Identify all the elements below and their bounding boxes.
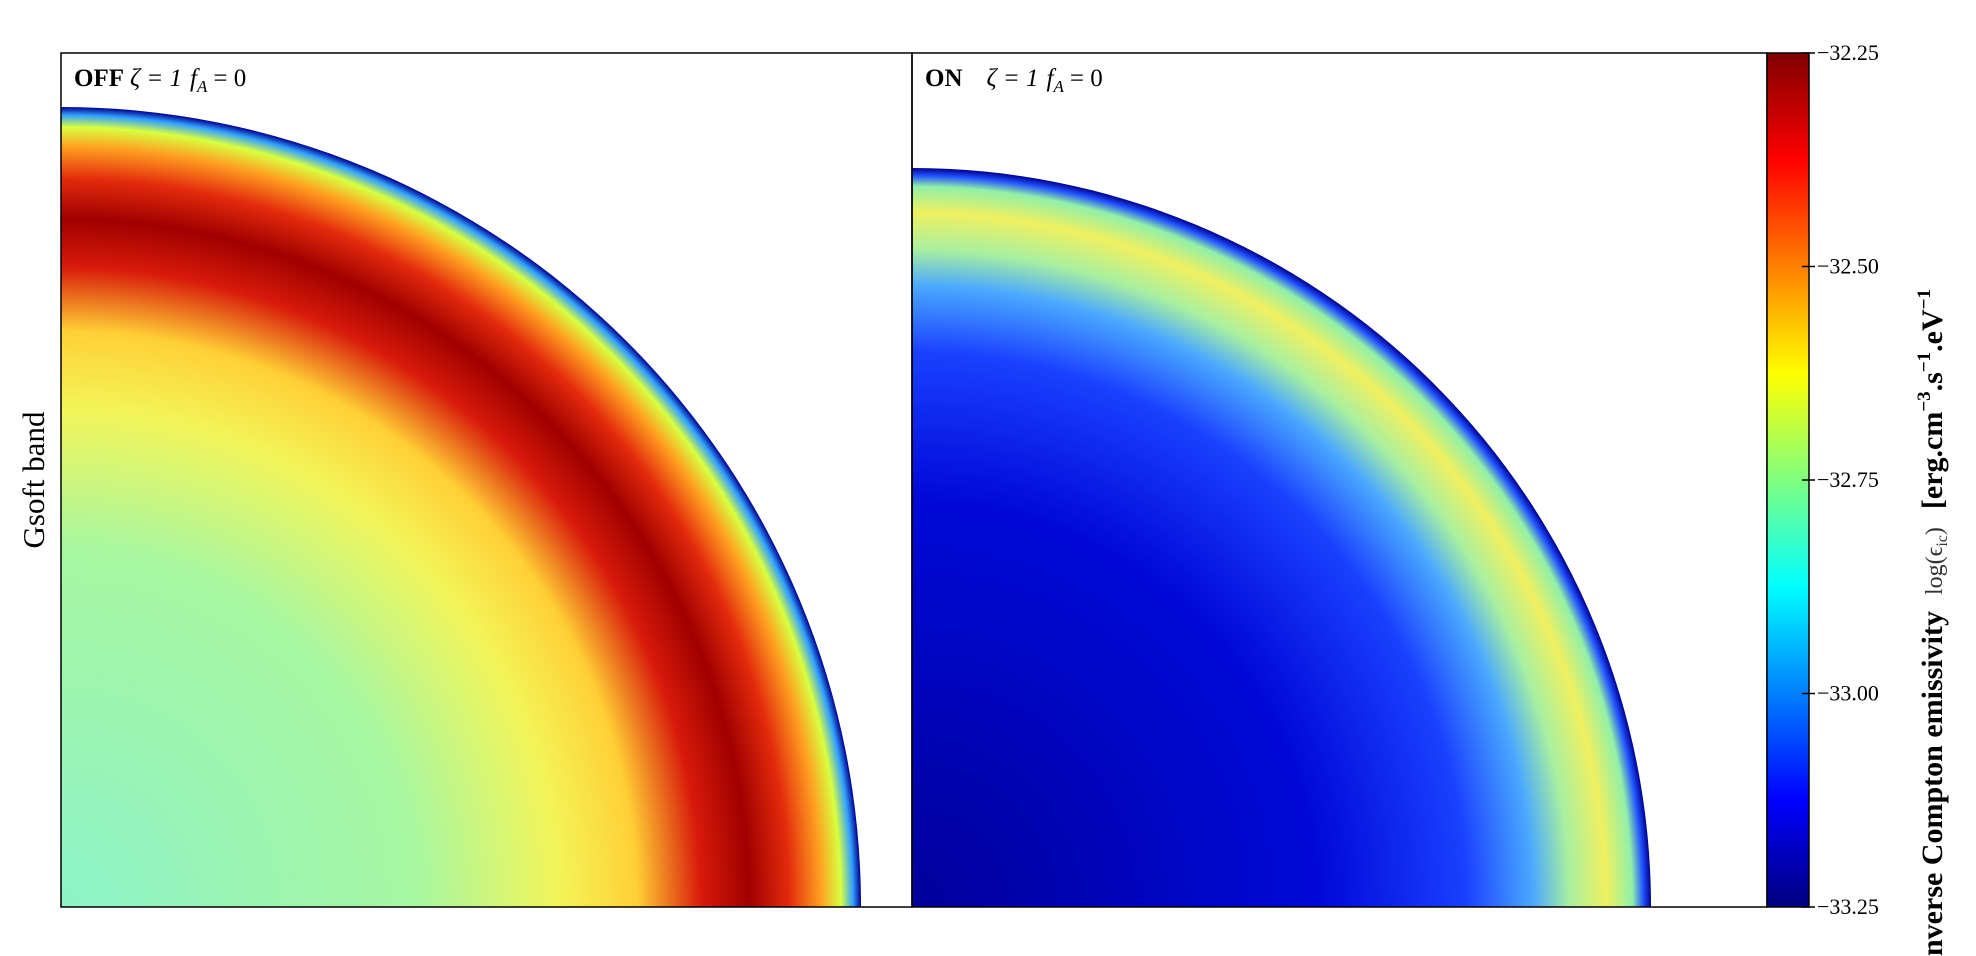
- colorbar-log-sub: ic: [1934, 535, 1951, 547]
- emission-map: [61, 107, 861, 907]
- colorbar-label-name: nverse Compton emissivity: [1916, 611, 1949, 956]
- colorbar-unit: [erg.cm: [1916, 412, 1949, 509]
- y-axis-label: Gsoft band: [16, 411, 51, 548]
- colorbar-unit-exp: −1: [1914, 352, 1935, 372]
- panel-fval: = 0: [213, 65, 246, 92]
- colorbar-log: log(ϵ: [1922, 546, 1948, 595]
- panel-label: ON ζ = 1 fA = 0: [925, 65, 1103, 96]
- panel-sub: A: [1052, 77, 1064, 96]
- panel-f: f: [1047, 65, 1057, 92]
- colorbar-unit: .s: [1916, 372, 1949, 391]
- panel-map: [61, 107, 861, 907]
- colorbar-tick-label: −33.00: [1817, 681, 1879, 706]
- colorbar-unit: .eV: [1916, 309, 1949, 352]
- panel-label: OFF ζ = 1 fA = 0: [74, 65, 246, 96]
- colorbar-log-end: ): [1922, 527, 1948, 535]
- colorbar-tick-label: −32.25: [1817, 40, 1879, 65]
- panel-fval: = 0: [1070, 65, 1103, 92]
- panel-sub: A: [196, 77, 208, 96]
- panel-zeta: ζ = 1: [987, 65, 1039, 92]
- colorbar-unit-exp: −3: [1914, 391, 1935, 411]
- panel-state: OFF: [74, 65, 124, 92]
- panel-f: f: [190, 65, 200, 92]
- colorbar-unit-exp: −1: [1914, 289, 1935, 309]
- colorbar-tick-label: −32.50: [1817, 254, 1879, 279]
- panel-zeta: ζ = 1: [130, 65, 182, 92]
- emission-map: [912, 168, 1651, 907]
- panel-state: ON: [925, 65, 963, 92]
- colorbar-tick-label: −32.75: [1817, 467, 1879, 492]
- colorbar-tick-label: −33.25: [1817, 894, 1879, 919]
- colorbar-label: nverse Compton emissivity log(ϵic) [erg.cm…: [1914, 289, 1951, 956]
- panel-map: [912, 168, 1651, 907]
